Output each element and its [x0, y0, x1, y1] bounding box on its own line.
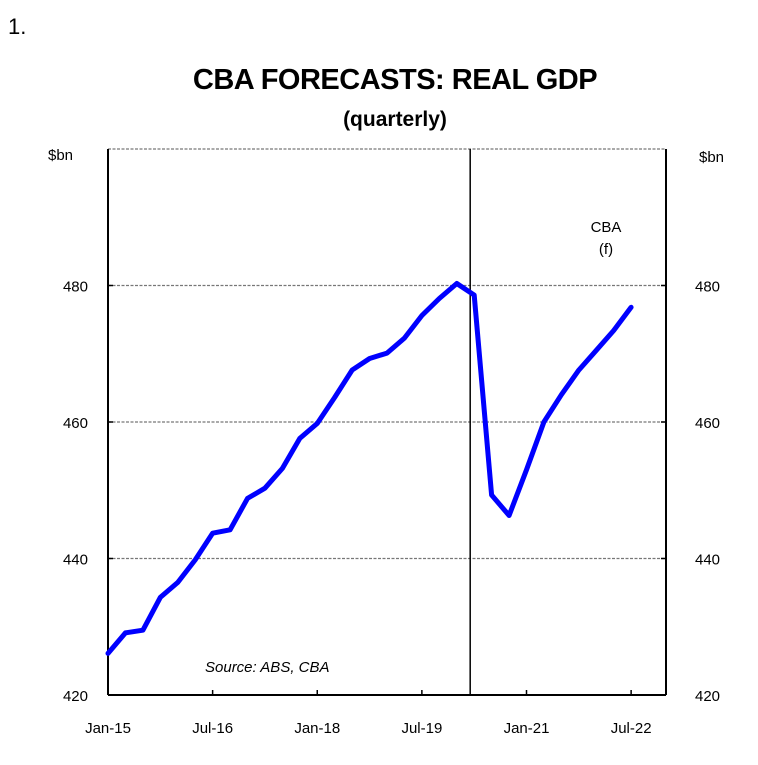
y-tick-label-left: 460 [63, 415, 88, 432]
source-note: Source: ABS, CBA [205, 659, 330, 676]
y-tick-label-right: 420 [695, 688, 720, 705]
y-axis-unit-right: $bn [699, 149, 724, 166]
chart-subtitle: (quarterly) [343, 108, 447, 131]
y-tick-label-left: 480 [63, 279, 88, 296]
forecast-annotation-line1: CBA [591, 219, 622, 236]
y-tick-label-left: 440 [63, 552, 88, 569]
figure-number: 1. [8, 14, 27, 39]
forecast-annotation-line2: (f) [599, 241, 613, 258]
x-tick-label: Jan-18 [294, 720, 340, 737]
series-line-real-gdp [105, 281, 634, 656]
y-tick-label-right: 460 [695, 415, 720, 432]
y-tick-label-right: 440 [695, 552, 720, 569]
x-tick-label: Jul-19 [401, 720, 442, 737]
x-tick-label: Jan-21 [504, 720, 550, 737]
y-tick-label-right: 480 [695, 279, 720, 296]
y-axis-unit-left: $bn [48, 147, 73, 164]
x-tick-label: Jul-16 [192, 720, 233, 737]
x-tick-label: Jul-22 [611, 720, 652, 737]
y-tick-label-left: 420 [63, 688, 88, 705]
chart-title: CBA FORECASTS: REAL GDP [192, 64, 598, 96]
x-tick-label: Jan-15 [85, 720, 131, 737]
